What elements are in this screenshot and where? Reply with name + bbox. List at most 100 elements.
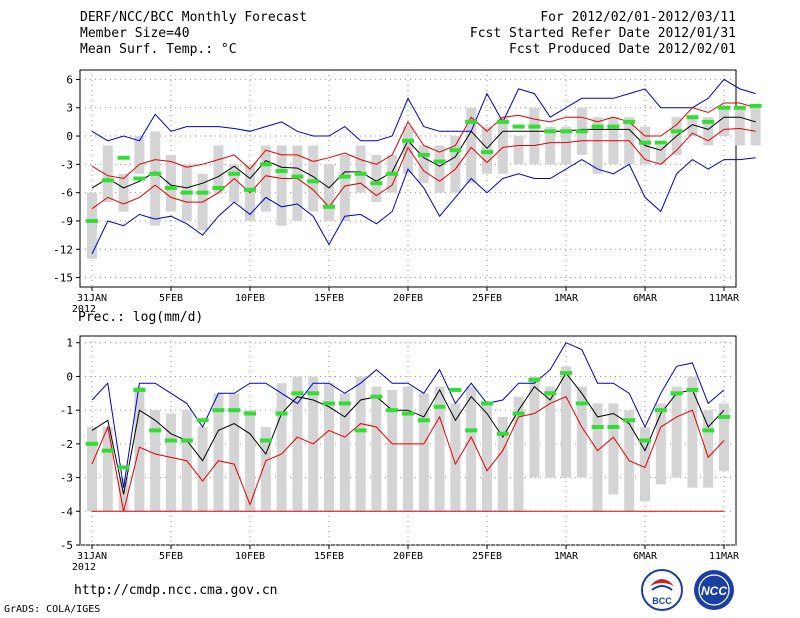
y-tick-label: -9 bbox=[60, 215, 73, 228]
ensemble-box bbox=[150, 410, 161, 512]
observed-marker bbox=[212, 408, 225, 413]
observed-marker bbox=[433, 404, 446, 409]
observed-marker bbox=[196, 190, 209, 195]
ensemble-box bbox=[671, 386, 682, 478]
y-tick-label: -15 bbox=[53, 272, 73, 285]
ensemble-box bbox=[245, 410, 255, 512]
observed-marker bbox=[623, 119, 636, 124]
ensemble-box bbox=[655, 403, 666, 485]
observed-marker bbox=[117, 155, 130, 160]
observed-marker bbox=[654, 140, 667, 145]
ensemble-box bbox=[87, 427, 97, 512]
observed-marker bbox=[354, 171, 367, 176]
observed-marker bbox=[718, 105, 730, 110]
observed-marker bbox=[702, 428, 715, 433]
observed-marker bbox=[670, 129, 683, 134]
ensemble-box bbox=[213, 145, 224, 193]
observed-marker bbox=[702, 119, 715, 124]
observed-marker bbox=[117, 465, 130, 470]
ensemble-box bbox=[719, 107, 729, 137]
observed-marker bbox=[180, 438, 193, 443]
observed-marker bbox=[575, 129, 588, 134]
ensemble-box bbox=[229, 393, 240, 512]
observed-marker bbox=[307, 391, 320, 396]
observed-marker bbox=[196, 418, 209, 423]
x-tick-label: 6MAR bbox=[633, 293, 658, 304]
observed-marker bbox=[338, 174, 351, 179]
observed-marker bbox=[417, 418, 430, 423]
observed-marker bbox=[496, 119, 509, 124]
observed-marker bbox=[607, 425, 620, 430]
x-tick-label: 6MAR bbox=[633, 551, 658, 562]
y-tick-label: -12 bbox=[53, 243, 73, 256]
ensemble-box bbox=[576, 386, 587, 478]
y-tick-label: -3 bbox=[60, 158, 73, 171]
ensemble-box bbox=[403, 386, 413, 512]
y-tick-label: -3 bbox=[60, 472, 73, 485]
y-tick-label: 1 bbox=[66, 337, 73, 350]
observed-marker bbox=[433, 159, 446, 164]
observed-marker bbox=[449, 387, 462, 392]
bcc-logo: BCC bbox=[641, 569, 683, 611]
ensemble-box bbox=[719, 403, 729, 471]
ensemble-box bbox=[482, 403, 492, 512]
ensemble-box bbox=[450, 136, 461, 193]
ensemble-box bbox=[545, 126, 556, 165]
ensemble-box bbox=[118, 173, 129, 212]
series-max-line bbox=[91, 78, 756, 142]
ensemble-box bbox=[703, 117, 714, 146]
panel-subtitle: Prec.: log(mm/d) bbox=[78, 310, 203, 325]
ensemble-box bbox=[276, 145, 287, 226]
observed-marker bbox=[686, 387, 699, 392]
ensemble-box bbox=[292, 145, 303, 221]
ensemble-box bbox=[687, 376, 698, 488]
ensemble-box bbox=[260, 427, 271, 512]
observed-marker bbox=[718, 414, 730, 419]
ensemble-box bbox=[339, 393, 350, 512]
ensemble-box bbox=[276, 383, 287, 512]
ensemble-box bbox=[497, 117, 508, 174]
observed-marker bbox=[354, 428, 367, 433]
ensemble-box bbox=[339, 154, 350, 221]
ensemble-box bbox=[355, 376, 366, 512]
observed-marker bbox=[133, 176, 146, 181]
observed-marker bbox=[607, 124, 620, 129]
chart-title: DERF/NCC/BCC Monthly Forecast bbox=[80, 10, 307, 25]
plot-frame bbox=[79, 69, 737, 288]
ensemble-box bbox=[734, 107, 745, 146]
observed-marker bbox=[307, 179, 320, 184]
observed-marker bbox=[291, 174, 304, 179]
ensemble-box bbox=[592, 403, 603, 512]
ncc-logo: NCC bbox=[694, 570, 734, 610]
observed-marker bbox=[244, 411, 256, 416]
observed-marker bbox=[654, 408, 667, 413]
ensemble-box bbox=[403, 126, 413, 174]
ensemble-box bbox=[371, 386, 382, 512]
member-size: Member Size=40 bbox=[80, 26, 190, 41]
x-tick-label: 1MAR bbox=[554, 293, 579, 304]
y-tick-label: 3 bbox=[66, 102, 73, 115]
series-min-line bbox=[91, 396, 725, 512]
x-tick-label: 2012 bbox=[72, 562, 96, 573]
ensemble-box bbox=[750, 107, 761, 146]
ensemble-box bbox=[466, 107, 477, 184]
observed-marker bbox=[259, 162, 272, 167]
observed-marker bbox=[481, 150, 493, 155]
ensemble-box bbox=[166, 413, 176, 512]
observed-marker bbox=[417, 152, 430, 157]
observed-marker bbox=[86, 218, 98, 223]
ensemble-box bbox=[561, 366, 571, 478]
series-min-line bbox=[91, 157, 756, 255]
observed-marker bbox=[86, 441, 98, 446]
observed-marker bbox=[386, 171, 399, 176]
y-tick-label: -5 bbox=[60, 539, 73, 552]
ncc-logo-text: NCC bbox=[701, 584, 727, 598]
observed-marker bbox=[639, 438, 651, 443]
y-tick-label: -6 bbox=[60, 187, 73, 200]
observed-marker bbox=[465, 119, 478, 124]
ensemble-box bbox=[497, 416, 508, 512]
ensemble-box bbox=[324, 164, 334, 221]
ensemble-box bbox=[418, 393, 429, 512]
observed-marker bbox=[560, 129, 572, 134]
x-tick-label: 25FEB bbox=[472, 293, 502, 304]
